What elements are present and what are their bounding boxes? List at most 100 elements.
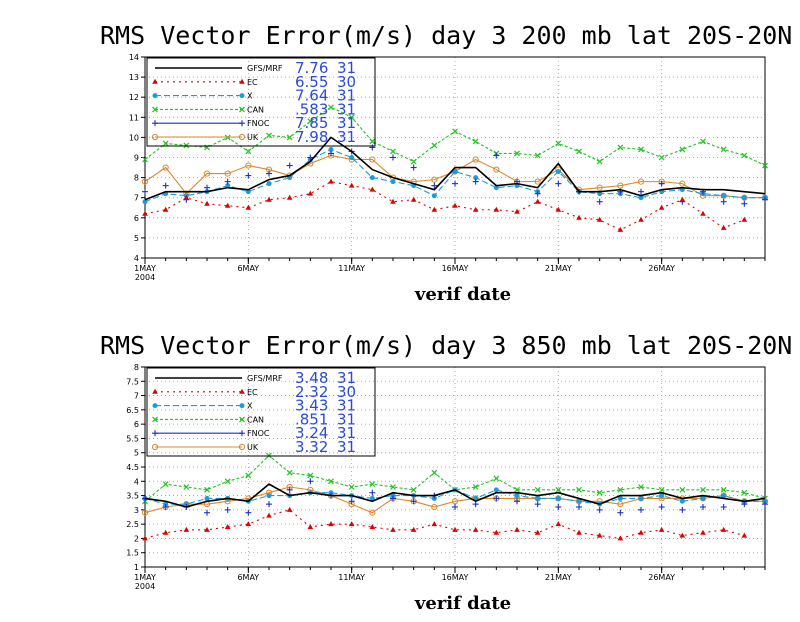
data-point bbox=[348, 498, 355, 505]
data-point bbox=[617, 495, 623, 501]
data-point bbox=[493, 475, 500, 482]
data-point bbox=[431, 503, 438, 511]
data-point bbox=[638, 506, 644, 513]
legend-marker bbox=[152, 93, 158, 99]
data-point bbox=[307, 478, 314, 485]
legend-box bbox=[146, 57, 376, 147]
data-point bbox=[162, 164, 169, 171]
y-tick-label: 7.5 bbox=[126, 377, 139, 386]
data-point bbox=[183, 484, 190, 490]
data-point bbox=[658, 180, 665, 187]
data-point bbox=[720, 198, 727, 205]
x-tick-label: 6MAY bbox=[237, 264, 259, 273]
legend-label: EC bbox=[247, 78, 258, 87]
data-point bbox=[431, 193, 437, 199]
legend-item: FNOC 7.85 31 bbox=[152, 114, 356, 132]
data-point bbox=[431, 521, 438, 527]
y-tick-label: 4 bbox=[134, 477, 139, 486]
data-point bbox=[472, 484, 479, 490]
data-point bbox=[638, 195, 644, 201]
data-point bbox=[720, 146, 727, 153]
legend-label: UK bbox=[247, 443, 259, 452]
data-point bbox=[286, 486, 293, 493]
data-point bbox=[348, 484, 355, 490]
data-point bbox=[266, 132, 272, 139]
data-point bbox=[348, 521, 355, 527]
legend-count: 31 bbox=[337, 114, 356, 132]
data-point bbox=[431, 206, 438, 212]
data-point bbox=[204, 495, 210, 501]
data-point bbox=[617, 226, 624, 232]
data-point bbox=[245, 162, 252, 169]
data-point bbox=[452, 128, 458, 135]
y-tick-label: 9 bbox=[134, 154, 139, 163]
data-point bbox=[514, 150, 520, 157]
data-point bbox=[390, 154, 396, 161]
data-point bbox=[741, 532, 748, 538]
legend-marker bbox=[239, 403, 245, 409]
legend-item: UK 7.98 31 bbox=[151, 128, 356, 146]
x-tick-label-year: 2004 bbox=[135, 582, 155, 591]
chart-panel-1: RMS Vector Error(m/s) day 3 850 mb lat 2… bbox=[100, 331, 792, 614]
legend-count: 31 bbox=[337, 397, 356, 415]
y-tick-label: 3 bbox=[134, 506, 139, 515]
series-x bbox=[142, 146, 768, 205]
data-point bbox=[638, 146, 644, 153]
y-tick-label: 2 bbox=[134, 534, 139, 543]
data-point bbox=[596, 532, 603, 538]
data-point bbox=[349, 155, 355, 160]
legend-item: UK 3.32 31 bbox=[151, 438, 356, 456]
data-point bbox=[431, 469, 438, 476]
legend-count: 31 bbox=[337, 87, 356, 105]
y-tick-label: 6 bbox=[134, 214, 139, 223]
data-point bbox=[638, 529, 644, 535]
data-point bbox=[534, 178, 541, 185]
legend-marker bbox=[152, 120, 158, 127]
y-tick-label: 1 bbox=[134, 563, 139, 572]
data-point bbox=[493, 185, 499, 191]
data-point bbox=[224, 478, 231, 485]
data-point bbox=[679, 532, 686, 538]
data-point bbox=[328, 178, 334, 184]
data-point bbox=[369, 481, 376, 488]
data-point bbox=[307, 472, 314, 479]
x-tick-label: 16MAY bbox=[442, 573, 469, 582]
data-point bbox=[369, 186, 376, 192]
data-point bbox=[741, 489, 748, 496]
data-point bbox=[472, 526, 479, 532]
legend-marker bbox=[152, 106, 158, 113]
data-point bbox=[245, 204, 252, 210]
data-point bbox=[534, 190, 541, 197]
data-point bbox=[203, 170, 211, 177]
legend-count: 30 bbox=[337, 383, 356, 401]
data-point bbox=[493, 152, 500, 159]
data-point bbox=[162, 206, 169, 212]
data-point bbox=[720, 224, 727, 230]
data-point bbox=[534, 529, 541, 535]
data-point bbox=[700, 486, 706, 493]
legend-item: CAN .851 31 bbox=[152, 410, 356, 428]
data-point bbox=[162, 182, 169, 189]
data-point bbox=[452, 202, 458, 208]
data-point bbox=[348, 182, 355, 188]
y-tick-label: 6.5 bbox=[126, 406, 139, 415]
x-tick-label: 26MAY bbox=[648, 573, 675, 582]
data-point bbox=[451, 168, 459, 175]
data-point bbox=[410, 498, 417, 505]
data-point bbox=[369, 489, 376, 496]
data-point bbox=[162, 504, 169, 510]
data-point bbox=[535, 495, 541, 501]
legend-label: X bbox=[247, 402, 253, 411]
legend-item: EC 2.32 30 bbox=[152, 383, 356, 401]
data-point bbox=[307, 118, 314, 125]
data-point bbox=[390, 484, 396, 490]
data-point bbox=[142, 210, 148, 216]
y-tick-label: 5 bbox=[134, 234, 139, 243]
legend-marker bbox=[238, 133, 246, 141]
data-point bbox=[224, 170, 231, 177]
data-point bbox=[473, 495, 479, 501]
legend-item: X 3.43 31 bbox=[152, 397, 356, 415]
legend-count: 31 bbox=[337, 128, 356, 146]
data-point bbox=[266, 501, 272, 508]
